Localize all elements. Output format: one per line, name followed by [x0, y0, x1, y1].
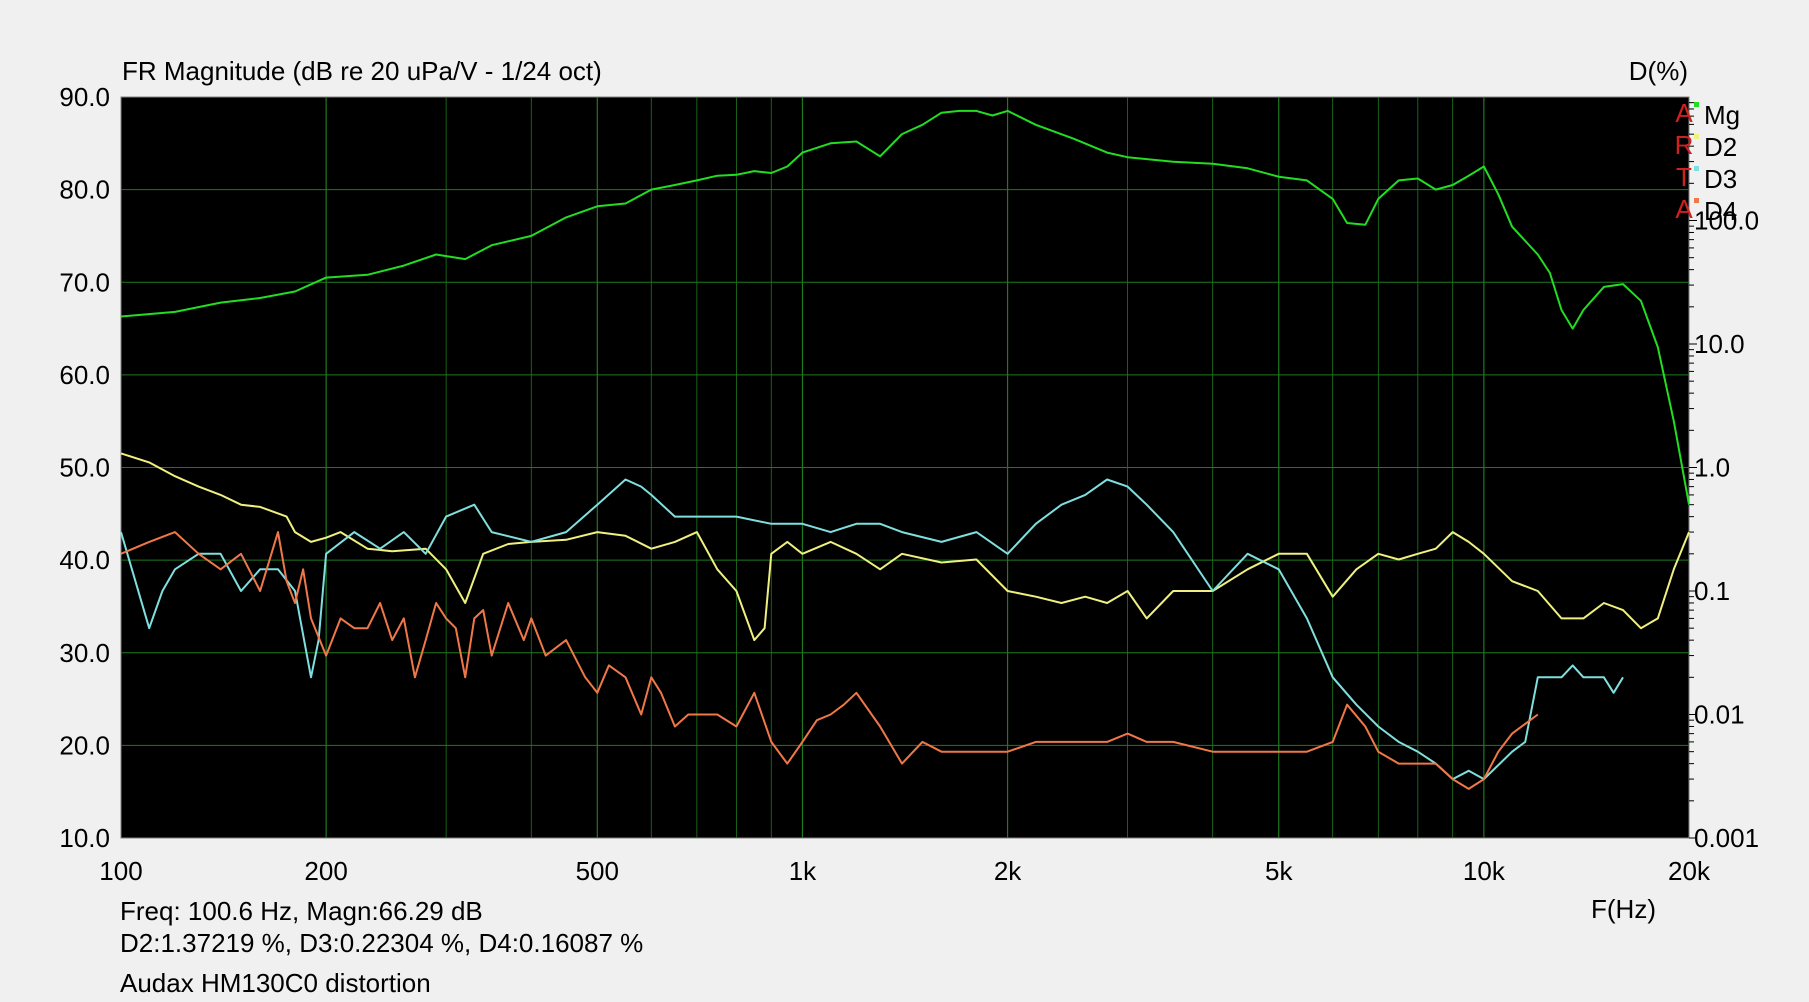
cursor-readout: Freq: 100.6 Hz, Magn:66.29 dB [120, 896, 483, 926]
y-tick-label: 80.0 [59, 175, 110, 205]
x-tick-label: 100 [99, 856, 142, 886]
legend-swatch [1694, 198, 1699, 203]
x-axis-label: F(Hz) [1591, 894, 1656, 924]
y2-tick-label: 10.0 [1694, 329, 1745, 359]
series-lines [120, 109, 1690, 790]
y2-tick-label: 1.0 [1694, 453, 1730, 483]
series-line-mg [120, 109, 1690, 505]
x-tick-label: 5k [1265, 856, 1293, 886]
legend-entry-d2: D2 [1704, 132, 1737, 162]
y-tick-label: 40.0 [59, 545, 110, 575]
right-axis-label: D(%) [1629, 56, 1688, 86]
x-tick-label: 200 [304, 856, 347, 886]
legend-entry-mg: Mg [1704, 100, 1740, 130]
y2-tick-label: 0.001 [1694, 823, 1759, 853]
series-line-d2 [120, 452, 1690, 642]
y2-tick-label: 0.01 [1694, 700, 1745, 730]
y-tick-label: 10.0 [59, 823, 110, 853]
legend: A Mg R D2 T D3 A D4 [1675, 98, 1741, 226]
x-tick-label: 2k [994, 856, 1022, 886]
x-tick-label: 10k [1463, 856, 1506, 886]
y-tick-label: 70.0 [59, 267, 110, 297]
legend-marker-letter: A [1675, 98, 1693, 128]
x-tick-label: 500 [576, 856, 619, 886]
y2-tick-labels: 100.0 10.0 1.0 0.1 0.01 0.001 [1694, 206, 1759, 854]
x-tick-labels: 100 200 500 1k 2k 5k 10k 20k [99, 856, 1711, 886]
plot-grid [121, 97, 1697, 839]
series-line-d4 [120, 531, 1539, 790]
legend-swatch [1694, 166, 1699, 171]
y-tick-label: 30.0 [59, 638, 110, 668]
legend-entry-d4: D4 [1704, 196, 1737, 226]
distortion-readout: D2:1.37219 %, D3:0.22304 %, D4:0.16087 % [120, 928, 644, 958]
legend-swatch [1694, 102, 1699, 107]
legend-swatch [1694, 134, 1699, 139]
y-tick-label: 20.0 [59, 730, 110, 760]
y-tick-label: 90.0 [59, 82, 110, 112]
y-tick-label: 60.0 [59, 360, 110, 390]
measurement-name: Audax HM130C0 distortion [120, 968, 431, 998]
legend-marker-letter: A [1675, 194, 1693, 224]
legend-entry-d3: D3 [1704, 164, 1737, 194]
y-tick-label: 50.0 [59, 453, 110, 483]
chart-title: FR Magnitude (dB re 20 uPa/V - 1/24 oct) [122, 56, 602, 86]
legend-marker-letter: R [1675, 130, 1694, 160]
y2-tick-label: 100.0 [1694, 206, 1759, 236]
y-tick-labels: 90.0 80.0 70.0 60.0 50.0 40.0 30.0 20.0 10.0 [59, 82, 110, 853]
x-tick-label: 1k [789, 856, 817, 886]
x-tick-label: 20k [1668, 856, 1711, 886]
y2-tick-label: 0.1 [1694, 576, 1730, 606]
legend-marker-letter: T [1676, 162, 1692, 192]
